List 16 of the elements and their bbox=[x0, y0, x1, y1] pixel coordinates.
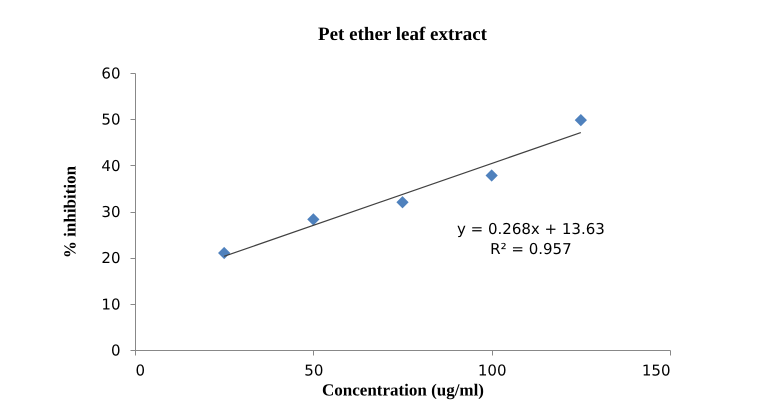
x-tick-label: 50 bbox=[304, 362, 324, 380]
x-tick-label: 150 bbox=[642, 362, 670, 380]
y-tick-label: 20 bbox=[101, 249, 120, 268]
y-axis-title: % inhibition bbox=[60, 165, 80, 258]
x-tick-label: 0 bbox=[136, 362, 146, 380]
y-tick-label: 10 bbox=[101, 295, 120, 314]
y-tick-label: 40 bbox=[101, 156, 120, 175]
x-tick-label: 100 bbox=[478, 362, 506, 380]
x-axis-title: Concentration (ug/ml) bbox=[322, 380, 484, 400]
y-tick-label: 50 bbox=[101, 110, 120, 129]
y-tick-label: 0 bbox=[110, 342, 120, 360]
y-tick-label: 30 bbox=[101, 203, 120, 221]
annotation: R² = 0.957 bbox=[490, 240, 572, 258]
annotation: y = 0.268x + 13.63 bbox=[456, 220, 605, 238]
chart-title: Pet ether leaf extract bbox=[318, 24, 488, 45]
y-tick-label: 60 bbox=[101, 64, 120, 82]
